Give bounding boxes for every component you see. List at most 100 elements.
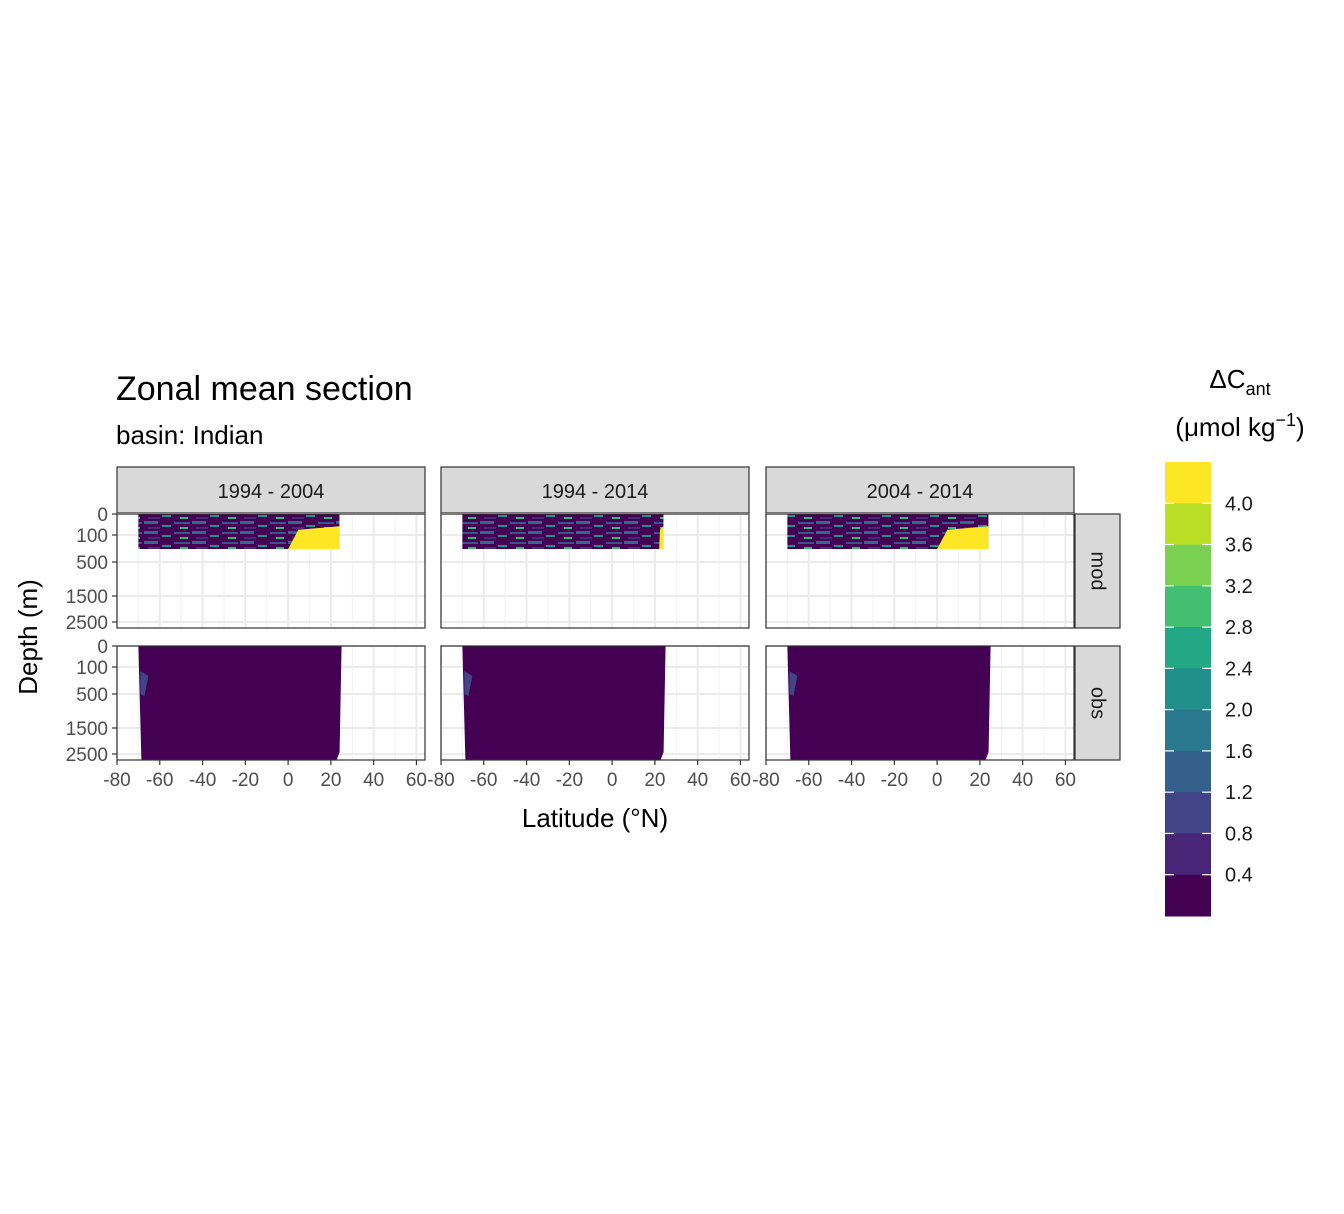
legend-title-units-end: ) <box>1296 412 1305 442</box>
x-tick-label: 0 <box>932 770 943 791</box>
legend-title-subscript: ant <box>1246 379 1271 399</box>
x-tick-label: -40 <box>513 770 540 791</box>
x-tick-label: 40 <box>1012 770 1033 791</box>
x-axis: -80 -60 -40 -20 0 20 40 60 <box>427 760 751 791</box>
legend-title-main: ΔC <box>1209 364 1245 394</box>
facet-panel <box>116 645 426 761</box>
legend-swatch <box>1165 462 1211 504</box>
data-edge-region <box>464 671 473 696</box>
panel-border <box>116 645 426 761</box>
y-tick-label: 500 <box>76 553 108 574</box>
x-tick-label: -80 <box>103 770 130 791</box>
facet-panel <box>765 513 1075 629</box>
facet-strip-background <box>1074 513 1121 629</box>
y-tick-label: 2500 <box>66 613 108 634</box>
x-axes: -80 -60 -40 -20 0 20 40 60 -80 -60 -40 -20 0 20 40 60 -8… <box>103 760 1076 791</box>
facet-strip-row: mod <box>1074 513 1121 629</box>
data-edge-region <box>140 671 149 696</box>
facet-strip-background <box>765 466 1075 514</box>
x-tick-label: -20 <box>881 770 908 791</box>
legend-title-line1: ΔCant <box>1209 364 1270 399</box>
facet-strip-column: 1994 - 2014 <box>440 466 750 514</box>
facet-strip-label: 2004 - 2014 <box>867 481 974 503</box>
x-tick-label: 40 <box>363 770 384 791</box>
legend-swatch <box>1165 874 1211 917</box>
data-high-region <box>288 526 340 549</box>
legend-label: 2.8 <box>1225 617 1253 639</box>
x-tick-label: -40 <box>838 770 865 791</box>
legend-labels: 4.0 3.6 3.2 2.8 2.4 2.0 1.6 1.2 0.8 0.4 <box>1225 493 1253 886</box>
legend-label: 1.2 <box>1225 782 1253 804</box>
x-tick-label: 60 <box>730 770 751 791</box>
facet-strip-background <box>440 466 750 514</box>
x-tick-label: 20 <box>320 770 341 791</box>
legend-label: 1.6 <box>1225 741 1253 763</box>
legend-swatch <box>1165 792 1211 834</box>
facet-panels: 1994 - 2004 1994 - 2014 2004 - 2014 mod obs <box>116 466 1121 761</box>
chart-subtitle: basin: Indian <box>116 420 263 450</box>
facet-strip-label: 1994 - 2014 <box>542 481 649 503</box>
x-tick-label: -40 <box>189 770 216 791</box>
x-axis: -80 -60 -40 -20 0 20 40 60 <box>103 760 427 791</box>
facet-strip-label: mod <box>1087 552 1109 591</box>
x-tick-label: 0 <box>283 770 294 791</box>
y-tick-label: 1500 <box>66 587 108 608</box>
x-tick-label: 40 <box>687 770 708 791</box>
x-tick-label: -20 <box>232 770 259 791</box>
legend-title-superscript: −1 <box>1276 410 1297 430</box>
facet-panel <box>440 645 750 761</box>
x-axis-title: Latitude (°N) <box>522 803 668 833</box>
x-tick-label: -60 <box>795 770 822 791</box>
x-tick-label: -80 <box>752 770 779 791</box>
legend-swatch <box>1165 709 1211 752</box>
y-tick-label: 2500 <box>66 745 108 766</box>
data-edge-region <box>789 671 798 696</box>
facet-strip-column: 1994 - 2004 <box>116 466 426 514</box>
legend-swatch <box>1165 750 1211 793</box>
facet-panel <box>440 513 750 629</box>
y-axis-title: Depth (m) <box>13 579 43 695</box>
data-high-region <box>659 526 664 549</box>
legend-swatch <box>1165 668 1211 711</box>
x-tick-label: 20 <box>969 770 990 791</box>
panel-border <box>765 513 1075 629</box>
facet-strip-background <box>116 466 426 514</box>
x-tick-label: 60 <box>1055 770 1076 791</box>
facet-strip-background <box>1074 645 1121 761</box>
data-field <box>787 646 991 760</box>
legend-swatch <box>1165 503 1211 546</box>
chart-title: Zonal mean section <box>116 370 413 408</box>
x-tick-label: -60 <box>470 770 497 791</box>
x-tick-label: -20 <box>556 770 583 791</box>
x-tick-label: -60 <box>146 770 173 791</box>
panel-border <box>765 645 1075 761</box>
legend-label: 2.4 <box>1225 658 1253 680</box>
facet-panel <box>765 645 1075 761</box>
legend-label: 3.2 <box>1225 576 1253 598</box>
legend-swatch <box>1165 585 1211 628</box>
y-tick-label: 0 <box>97 505 108 526</box>
facet-strip-column: 2004 - 2014 <box>765 466 1075 514</box>
facet-strip-row: obs <box>1074 645 1121 761</box>
panel-border <box>440 513 750 629</box>
x-tick-label: -80 <box>427 770 454 791</box>
panel-border <box>116 513 426 629</box>
legend: ΔCant (μmol kg−1) 4.0 3.6 3.2 2.8 2.4 2.0 1.6 1… <box>1165 364 1305 917</box>
data-field <box>462 514 664 549</box>
legend-swatch <box>1165 627 1211 669</box>
y-tick-label: 500 <box>76 685 108 706</box>
y-tick-label: 1500 <box>66 719 108 740</box>
legend-swatch <box>1165 833 1211 876</box>
legend-title-line2: (μmol kg−1) <box>1175 410 1304 442</box>
legend-swatch <box>1165 544 1211 587</box>
y-tick-label: 0 <box>97 637 108 658</box>
y-tick-label: 100 <box>76 658 108 679</box>
legend-label: 0.8 <box>1225 823 1253 845</box>
data-field <box>462 646 666 760</box>
legend-label: 0.4 <box>1225 865 1253 887</box>
